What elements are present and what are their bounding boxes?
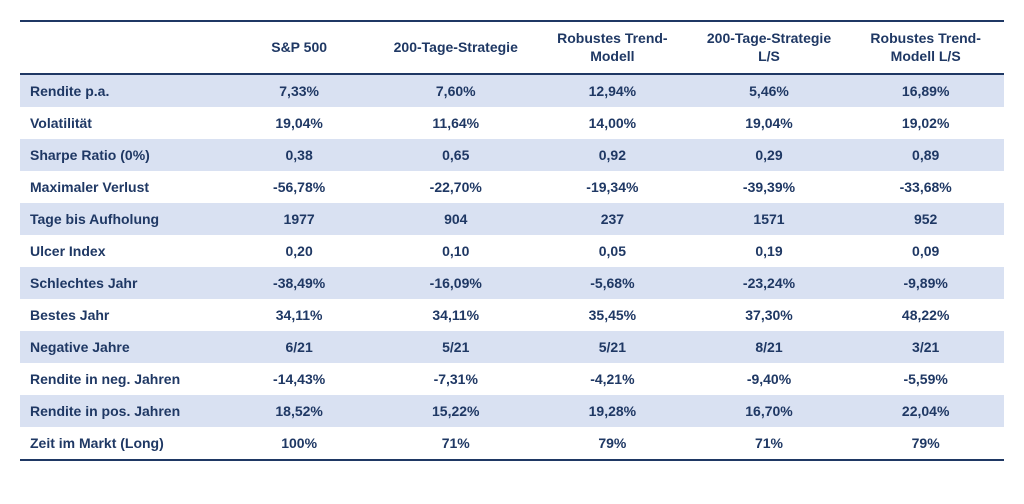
table-row: Rendite p.a.7,33%7,60%12,94%5,46%16,89% (20, 74, 1004, 107)
row-value: 237 (534, 203, 691, 235)
row-value: 904 (377, 203, 534, 235)
row-value: -5,68% (534, 267, 691, 299)
table-row: Schlechtes Jahr-38,49%-16,09%-5,68%-23,2… (20, 267, 1004, 299)
row-value: 0,10 (377, 235, 534, 267)
row-value: 34,11% (377, 299, 534, 331)
header-200d: 200-Tage-Strategie (377, 21, 534, 74)
row-value: -5,59% (847, 363, 1004, 395)
row-value: 7,33% (221, 74, 378, 107)
row-value: 0,89 (847, 139, 1004, 171)
row-value: 48,22% (847, 299, 1004, 331)
row-value: 1977 (221, 203, 378, 235)
table-row: Volatilität19,04%11,64%14,00%19,04%19,02… (20, 107, 1004, 139)
row-value: -9,40% (691, 363, 848, 395)
row-value: 15,22% (377, 395, 534, 427)
row-value: -19,34% (534, 171, 691, 203)
row-label: Rendite in neg. Jahren (20, 363, 221, 395)
row-value: 0,38 (221, 139, 378, 171)
row-value: 71% (377, 427, 534, 460)
row-value: -16,09% (377, 267, 534, 299)
row-value: 0,65 (377, 139, 534, 171)
row-label: Sharpe Ratio (0%) (20, 139, 221, 171)
row-label: Schlechtes Jahr (20, 267, 221, 299)
row-value: 34,11% (221, 299, 378, 331)
row-value: 14,00% (534, 107, 691, 139)
row-value: 37,30% (691, 299, 848, 331)
performance-table: S&P 500 200-Tage-Strategie Robustes Tren… (20, 20, 1004, 461)
row-value: -39,39% (691, 171, 848, 203)
table-row: Rendite in pos. Jahren18,52%15,22%19,28%… (20, 395, 1004, 427)
table-row: Tage bis Aufholung19779042371571952 (20, 203, 1004, 235)
row-value: 22,04% (847, 395, 1004, 427)
row-value: -7,31% (377, 363, 534, 395)
row-value: 100% (221, 427, 378, 460)
row-label: Zeit im Markt (Long) (20, 427, 221, 460)
table-row: Sharpe Ratio (0%)0,380,650,920,290,89 (20, 139, 1004, 171)
row-value: -33,68% (847, 171, 1004, 203)
row-value: 19,28% (534, 395, 691, 427)
row-value: 79% (847, 427, 1004, 460)
row-label: Rendite in pos. Jahren (20, 395, 221, 427)
row-value: 79% (534, 427, 691, 460)
row-value: -9,89% (847, 267, 1004, 299)
row-value: 5,46% (691, 74, 848, 107)
row-label: Negative Jahre (20, 331, 221, 363)
row-value: 18,52% (221, 395, 378, 427)
row-value: 0,19 (691, 235, 848, 267)
table-row: Ulcer Index0,200,100,050,190,09 (20, 235, 1004, 267)
row-value: 1571 (691, 203, 848, 235)
row-value: -22,70% (377, 171, 534, 203)
header-blank (20, 21, 221, 74)
row-value: 0,92 (534, 139, 691, 171)
row-value: -4,21% (534, 363, 691, 395)
header-sp500: S&P 500 (221, 21, 378, 74)
header-rtmls: Robustes Trend-Modell L/S (847, 21, 1004, 74)
row-value: 3/21 (847, 331, 1004, 363)
table-row: Bestes Jahr34,11%34,11%35,45%37,30%48,22… (20, 299, 1004, 331)
row-label: Tage bis Aufholung (20, 203, 221, 235)
table-row: Maximaler Verlust-56,78%-22,70%-19,34%-3… (20, 171, 1004, 203)
table-row: Zeit im Markt (Long)100%71%79%71%79% (20, 427, 1004, 460)
row-value: 5/21 (534, 331, 691, 363)
header-200dls: 200-Tage-Strategie L/S (691, 21, 848, 74)
row-value: 8/21 (691, 331, 848, 363)
table-row: Rendite in neg. Jahren-14,43%-7,31%-4,21… (20, 363, 1004, 395)
row-value: 0,05 (534, 235, 691, 267)
row-value: 11,64% (377, 107, 534, 139)
row-value: 19,04% (691, 107, 848, 139)
row-value: 0,29 (691, 139, 848, 171)
row-label: Ulcer Index (20, 235, 221, 267)
row-value: 952 (847, 203, 1004, 235)
row-label: Rendite p.a. (20, 74, 221, 107)
header-row: S&P 500 200-Tage-Strategie Robustes Tren… (20, 21, 1004, 74)
row-value: 19,02% (847, 107, 1004, 139)
row-value: -23,24% (691, 267, 848, 299)
row-label: Volatilität (20, 107, 221, 139)
header-rtm: Robustes Trend-Modell (534, 21, 691, 74)
row-label: Maximaler Verlust (20, 171, 221, 203)
row-value: 19,04% (221, 107, 378, 139)
row-value: -14,43% (221, 363, 378, 395)
row-label: Bestes Jahr (20, 299, 221, 331)
row-value: 16,89% (847, 74, 1004, 107)
row-value: 35,45% (534, 299, 691, 331)
row-value: 0,09 (847, 235, 1004, 267)
row-value: 71% (691, 427, 848, 460)
row-value: -56,78% (221, 171, 378, 203)
row-value: 6/21 (221, 331, 378, 363)
table-row: Negative Jahre6/215/215/218/213/21 (20, 331, 1004, 363)
row-value: 12,94% (534, 74, 691, 107)
row-value: 16,70% (691, 395, 848, 427)
row-value: 7,60% (377, 74, 534, 107)
row-value: -38,49% (221, 267, 378, 299)
row-value: 0,20 (221, 235, 378, 267)
row-value: 5/21 (377, 331, 534, 363)
